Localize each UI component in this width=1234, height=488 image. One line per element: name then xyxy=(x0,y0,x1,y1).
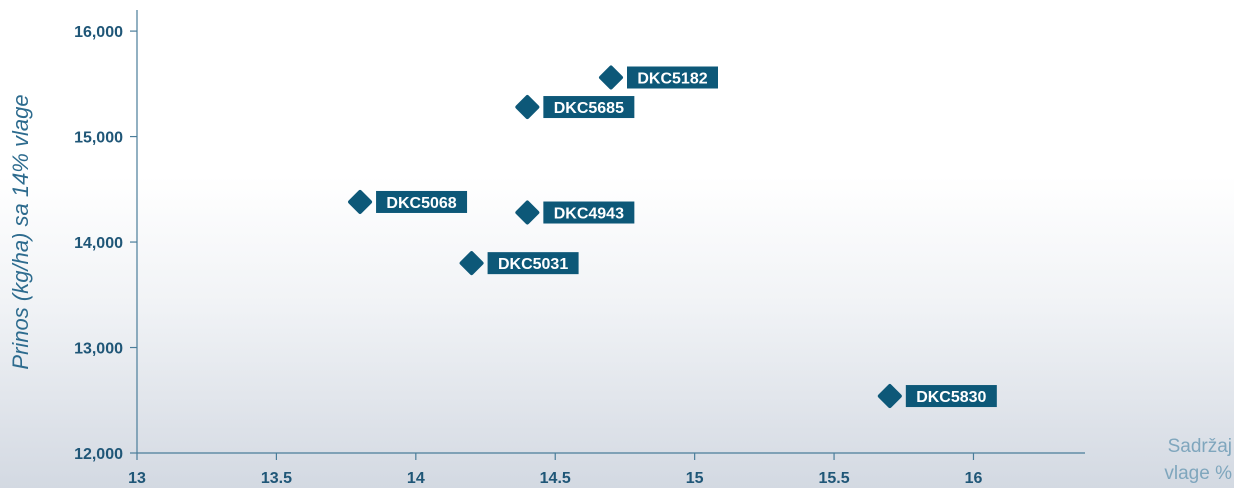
data-point: DKC5182 xyxy=(599,65,718,90)
y-tick-label: 13,000 xyxy=(74,341,123,358)
data-points-group: DKC5182 DKC5685 DKC5068 DKC4943 DKC5031 DKC58… xyxy=(348,65,997,409)
data-point: DKC5830 xyxy=(877,384,997,409)
x-axis-title-line2: vlage % xyxy=(1164,463,1232,484)
y-axis-title: Prinos (kg/ha) sa 14% vlage xyxy=(8,94,33,369)
x-tick-label: 14.5 xyxy=(540,470,571,487)
x-tick-group: 13 13.5 14 14.5 15 15.5 16 xyxy=(128,453,982,487)
y-tick-group: 12,000 13,000 14,000 15,000 16,000 xyxy=(74,24,137,463)
data-point: DKC5068 xyxy=(348,189,468,214)
x-tick-label: 15 xyxy=(686,470,704,487)
point-label: DKC5830 xyxy=(916,389,986,406)
point-marker xyxy=(599,65,623,90)
y-tick-label: 15,000 xyxy=(74,130,123,147)
point-marker xyxy=(515,95,540,120)
point-label: DKC5182 xyxy=(637,71,707,88)
point-label-box xyxy=(376,190,468,213)
x-tick-label: 15.5 xyxy=(818,470,849,487)
point-label: DKC5685 xyxy=(554,100,624,117)
point-label: DKC4943 xyxy=(554,206,624,223)
x-tick-label: 14 xyxy=(407,470,425,487)
y-tick-label: 14,000 xyxy=(74,235,123,252)
point-marker xyxy=(459,251,484,276)
data-point: DKC5685 xyxy=(515,95,635,120)
data-point: DKC5031 xyxy=(459,251,579,276)
data-point: DKC4943 xyxy=(515,200,635,225)
y-tick-label: 12,000 xyxy=(74,446,123,463)
x-tick-label: 13 xyxy=(128,470,146,487)
point-label-box xyxy=(627,66,718,89)
point-label-box xyxy=(543,96,635,119)
x-tick-label: 16 xyxy=(965,470,983,487)
point-label-box xyxy=(543,201,635,224)
x-tick-label: 13.5 xyxy=(261,470,292,487)
point-marker xyxy=(348,189,373,214)
point-label-box xyxy=(487,252,579,275)
point-label: DKC5031 xyxy=(498,256,568,273)
point-marker xyxy=(877,384,902,409)
x-axis-title-line1: Sadržaj xyxy=(1168,436,1232,457)
point-label-box xyxy=(905,385,997,408)
point-label: DKC5068 xyxy=(386,195,456,212)
point-marker xyxy=(515,200,540,225)
y-tick-label: 16,000 xyxy=(74,24,123,41)
